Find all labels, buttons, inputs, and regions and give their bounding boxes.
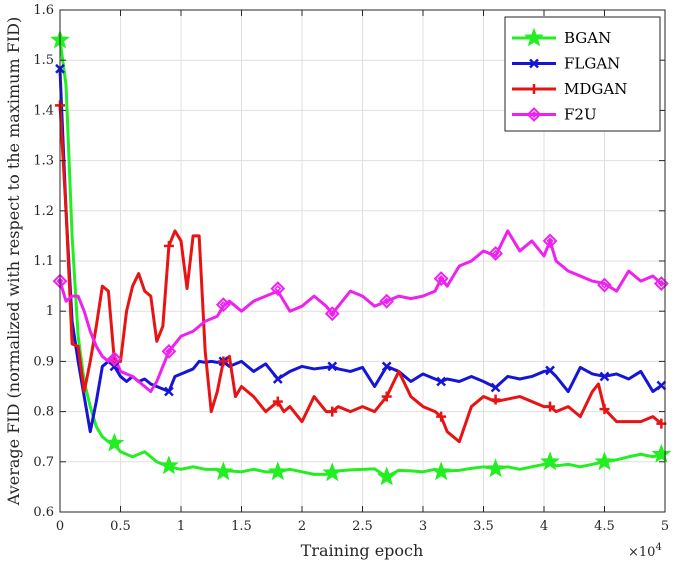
flgan-marker — [272, 374, 283, 384]
mdgan-line — [58, 103, 663, 444]
legend-marker-flgan — [529, 58, 539, 69]
x-tick-label: 1 — [177, 519, 185, 534]
flgan-marker — [164, 386, 174, 397]
legend: BGAN FLGAN MDGAN F2U — [504, 16, 661, 132]
bgan-marker — [376, 466, 397, 486]
x-tick-label: 2.5 — [352, 519, 373, 534]
y-tick-label: 1.2 — [33, 204, 54, 219]
mdgan-marker — [436, 411, 447, 422]
y-tick-label: 0.9 — [33, 354, 54, 369]
legend-label-flgan: FLGAN — [564, 55, 620, 73]
legend-label-mdgan: MDGAN — [564, 80, 627, 98]
x-tick-label: 0.5 — [110, 519, 131, 534]
y-axis-label: Average FID (normalized with respect to … — [4, 17, 23, 506]
flgan-marker — [490, 382, 501, 393]
x-tick-label: 1.5 — [231, 519, 252, 534]
x-axis-label: Training epoch — [301, 541, 424, 560]
flgan-marker — [599, 371, 610, 382]
mdgan-marker — [272, 396, 283, 407]
flgan-marker — [436, 376, 447, 387]
bgan-marker — [485, 458, 506, 478]
legend-label-f2u: F2U — [564, 106, 597, 124]
mdgan-marker — [218, 356, 229, 367]
y-tick-label: 0.7 — [33, 455, 54, 470]
x-axis-multiplier-base: ×10 — [628, 545, 655, 560]
f2u-marker — [215, 297, 231, 313]
f2u-marker — [270, 281, 286, 297]
f2u-marker — [107, 351, 122, 367]
series-markers — [50, 29, 672, 486]
y-tick-label: 1 — [46, 304, 54, 319]
x-tick-label: 5 — [661, 519, 669, 534]
bgan-marker — [213, 461, 234, 481]
bgan-marker — [651, 443, 672, 463]
f2u-marker — [542, 233, 558, 249]
flgan-marker — [109, 361, 120, 372]
mdgan-marker — [327, 406, 338, 417]
x-tick-label: 4 — [540, 519, 548, 534]
bgan-marker — [431, 461, 452, 481]
legend-marker-mdgan — [529, 84, 539, 94]
y-tick-label: 0.8 — [33, 405, 54, 420]
f2u-marker — [597, 277, 612, 293]
mdgan-marker — [381, 391, 392, 402]
y-tick-label: 1.3 — [33, 154, 54, 169]
legend-label-bgan: BGAN — [564, 29, 611, 47]
legend-marker-bgan — [524, 27, 544, 47]
bgan-marker — [104, 432, 125, 452]
y-tick-label: 0.6 — [33, 505, 54, 520]
x-axis-multiplier-exponent: 4 — [655, 542, 661, 553]
f2u-marker — [379, 293, 395, 309]
f2u-marker — [161, 343, 177, 359]
x-tick-label: 4.5 — [594, 519, 615, 534]
f2u-marker — [324, 306, 340, 322]
f2u-marker — [488, 246, 504, 261]
x-axis-ticks: 0 0.5 1 1.5 2 2.5 3 3.5 4 4.5 5 — [56, 10, 669, 534]
mdgan-marker — [599, 404, 610, 415]
x-tick-label: 2 — [298, 519, 306, 534]
bgan-marker — [267, 461, 288, 481]
x-tick-label: 3.5 — [473, 519, 494, 534]
x-tick-label: 0 — [56, 519, 64, 534]
bgan-marker — [540, 451, 560, 471]
bgan-marker — [322, 462, 343, 482]
bgan-marker — [158, 455, 179, 475]
y-tick-label: 1.6 — [33, 3, 54, 18]
bgan-marker — [594, 451, 615, 471]
flgan-line — [58, 68, 663, 434]
y-tick-label: 1.1 — [33, 254, 54, 269]
mdgan-marker — [545, 401, 556, 412]
flgan-marker — [545, 365, 555, 376]
mdgan-marker — [163, 240, 174, 251]
y-axis-ticks: 0.6 0.7 0.8 0.9 1 1.1 1.2 1.3 1.4 1.5 1.6 — [33, 3, 665, 520]
x-axis-multiplier: ×104 — [628, 542, 662, 560]
legend-marker-f2u — [526, 107, 542, 122]
mdgan-marker — [490, 394, 501, 405]
y-tick-label: 1.5 — [33, 53, 54, 68]
flgan-marker — [381, 361, 392, 372]
flgan-marker — [327, 361, 338, 372]
flgan-marker — [656, 380, 667, 391]
y-tick-label: 1.4 — [33, 103, 54, 118]
f2u-marker — [433, 271, 449, 286]
x-tick-label: 3 — [419, 519, 427, 534]
